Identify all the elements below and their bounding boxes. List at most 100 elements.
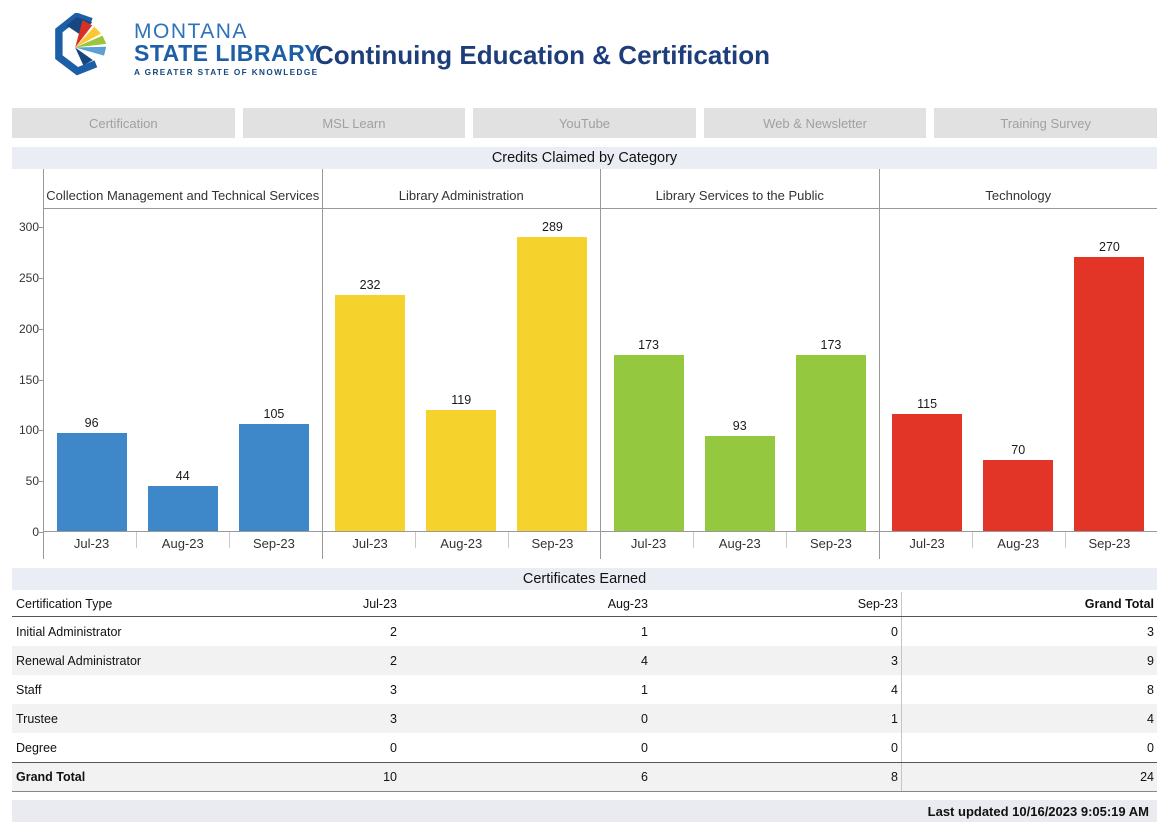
panel-x-labels-library-administration: Jul-23 Aug-23 Sep-23 [323, 532, 601, 558]
bar-library-administration-jul-23[interactable] [335, 295, 406, 531]
table-row-staff: Staff 3 1 4 8 [12, 675, 1157, 704]
x-label-aug-23: Aug-23 [440, 536, 483, 551]
row-value: 9 [901, 646, 1157, 675]
y-tick-label-200: 200 [18, 321, 39, 336]
page-header: MONTANA STATE LIBRARY A GREATER STATE OF… [0, 0, 1169, 100]
panel-plot-collection-management-and-technical-services: 96 44 105 [44, 209, 322, 532]
x-label-sep-23: Sep-23 [809, 536, 852, 551]
bar-library-services-to-the-public-aug-23[interactable] [704, 436, 775, 531]
panel-x-labels-library-services-to-the-public: Jul-23 Aug-23 Sep-23 [601, 532, 879, 558]
panel-title-collection-management-and-technical-services: Collection Management and Technical Serv… [44, 169, 322, 209]
credits-claimed-chart: 0 50 100 150 200 250 300 Collection Management… [12, 169, 1157, 559]
table-row-trustee: Trustee 3 0 1 4 [12, 704, 1157, 733]
row-label: Renewal Administrator [16, 653, 142, 668]
msl-logo: MONTANA STATE LIBRARY A GREATER STATE OF… [50, 13, 320, 85]
tab-certification[interactable]: Certification [12, 108, 235, 138]
logo-statelibrary-text: STATE LIBRARY [134, 40, 321, 67]
y-tick-label-250: 250 [18, 270, 39, 285]
row-value: 0 [891, 740, 898, 755]
row-value: 8 [901, 675, 1157, 704]
bar-value-label: 270 [1099, 239, 1120, 254]
x-label-sep-23: Sep-23 [1088, 536, 1131, 551]
y-tick-mark-300 [38, 227, 43, 228]
row-value: 1 [641, 624, 648, 639]
bar-library-administration-sep-23[interactable] [517, 237, 588, 531]
bar-slot-aug-23: 93 [694, 209, 785, 531]
chart-panel-library-administration: Library Administration 232 119 289 Jul-23 Aug… [321, 169, 601, 559]
x-label-aug-23: Aug-23 [997, 536, 1040, 551]
panel-x-labels-technology: Jul-23 Aug-23 Sep-23 [880, 532, 1158, 558]
row-value: 0 [891, 624, 898, 639]
category-tick [786, 532, 787, 548]
table-header-grand-total: Grand Total [901, 592, 1157, 616]
tab-web-newsletter[interactable]: Web & Newsletter [703, 108, 927, 138]
table-row-renewal-administrator: Renewal Administrator 2 4 3 9 [12, 646, 1157, 675]
bar-collection-management-and-technical-services-sep-23[interactable] [238, 424, 309, 531]
row-value: 24 [901, 763, 1157, 791]
chart-panel-technology: Technology 115 70 270 Jul-23 Aug-23 Sep-23 [878, 169, 1158, 559]
bar-value-label: 232 [359, 278, 381, 293]
row-label: Initial Administrator [16, 624, 122, 639]
table-header-certification-type: Certification Type [16, 597, 113, 611]
row-value: 3 [390, 682, 397, 697]
category-tick [136, 532, 138, 548]
table-grand-total-row: Grand Total 10 6 8 24 [12, 762, 1157, 792]
bar-value-label: 44 [175, 469, 190, 484]
table-section-title: Certificates Earned [12, 568, 1157, 590]
certificates-earned-table: Certification Type Jul-23 Aug-23 Sep-23 Gran… [12, 592, 1157, 792]
category-tick [971, 532, 973, 548]
bar-library-services-to-the-public-jul-23[interactable] [613, 355, 684, 531]
nav-tab-bar: Certification MSL Learn YouTube Web & Newsl… [12, 108, 1157, 138]
bar-collection-management-and-technical-services-jul-23[interactable] [56, 433, 127, 531]
chart-y-axis: 0 50 100 150 200 250 300 [12, 169, 43, 559]
bar-technology-sep-23[interactable] [1074, 256, 1145, 531]
y-tick-mark-100 [38, 430, 43, 432]
bar-slot-aug-23: 70 [973, 209, 1064, 531]
bar-collection-management-and-technical-services-aug-23[interactable] [147, 486, 218, 531]
row-label: Grand Total [16, 770, 86, 784]
chart-panels: Collection Management and Technical Serv… [43, 169, 1157, 559]
panel-x-labels-collection-management-and-technical-services: Jul-23 Aug-23 Sep-23 [44, 532, 322, 558]
bar-value-label: 173 [820, 338, 842, 353]
row-value: 8 [891, 770, 898, 784]
tab-training-survey[interactable]: Training Survey [934, 108, 1157, 138]
bar-library-administration-aug-23[interactable] [426, 410, 497, 531]
bar-value-label: 70 [1011, 442, 1026, 457]
x-label-sep-23: Sep-23 [252, 536, 295, 551]
table-header-jul-23: Jul-23 [362, 597, 397, 611]
bar-slot-sep-23: 289 [507, 209, 598, 531]
table-row-initial-administrator: Initial Administrator 2 1 0 3 [12, 617, 1157, 646]
bar-library-services-to-the-public-sep-23[interactable] [795, 355, 866, 531]
tab-youtube[interactable]: YouTube [473, 108, 696, 138]
category-tick [414, 532, 416, 548]
bar-technology-jul-23[interactable] [892, 414, 963, 531]
x-label-jul-23: Jul-23 [352, 536, 388, 551]
row-value: 0 [641, 740, 648, 755]
y-tick-label-50: 50 [25, 474, 39, 489]
bar-value-label: 105 [263, 407, 285, 422]
panel-title-library-services-to-the-public: Library Services to the Public [601, 169, 879, 209]
row-label: Trustee [16, 711, 58, 726]
table-header-sep-23: Sep-23 [857, 597, 898, 611]
x-label-aug-23: Aug-23 [161, 536, 204, 551]
bar-technology-aug-23[interactable] [983, 459, 1054, 531]
y-tick-mark-250 [38, 277, 43, 279]
row-value: 3 [901, 617, 1157, 646]
y-tick-label-0: 0 [32, 525, 39, 539]
table-row-degree: Degree 0 0 0 0 [12, 733, 1157, 762]
row-value: 3 [390, 711, 397, 726]
table-header-row: Certification Type Jul-23 Aug-23 Sep-23 Gran… [12, 592, 1157, 617]
last-updated-bar: Last updated 10/16/2023 9:05:19 AM [12, 800, 1157, 822]
row-value: 4 [901, 704, 1157, 733]
panel-title-technology: Technology [879, 169, 1157, 209]
logo-tagline-text: A GREATER STATE OF KNOWLEDGE [134, 67, 319, 77]
x-label-jul-23: Jul-23 [73, 536, 110, 551]
row-value: 1 [641, 682, 648, 697]
category-tick [693, 532, 695, 548]
tab-msl-learn[interactable]: MSL Learn [242, 108, 466, 138]
row-value: 2 [390, 624, 397, 639]
y-tick-mark-50 [38, 481, 43, 483]
row-value: 10 [383, 770, 397, 784]
x-label-aug-23: Aug-23 [718, 536, 761, 551]
row-label: Staff [16, 682, 42, 697]
